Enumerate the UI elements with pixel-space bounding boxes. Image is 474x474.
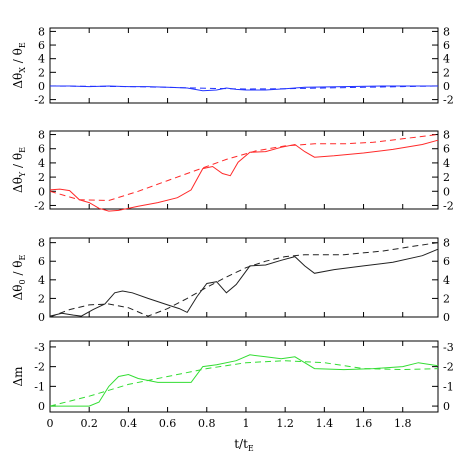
y-axis-label-subscript: X	[18, 67, 27, 73]
series-solid	[49, 139, 439, 212]
y-axis-label: Δθ0 / θE	[11, 254, 27, 300]
plot-frame	[49, 130, 439, 210]
xtick-label: 0.6	[159, 417, 177, 430]
y-axis-label: ΔθY / θE	[11, 147, 27, 193]
y-axis-label-subscript: 0	[18, 279, 27, 284]
ytick-label-right: 2	[443, 171, 450, 184]
y-axis-label-subscript2: E	[18, 42, 27, 48]
ytick-label-left: -1	[34, 380, 45, 393]
ytick-label-right: 6	[443, 143, 450, 156]
ytick-label-left: 2	[38, 66, 45, 79]
panel-4: 0 0 -1 -1 -2 -2 -3 -3 Δm	[11, 340, 454, 413]
series-dashed	[49, 360, 439, 407]
series-dashed	[49, 85, 439, 90]
ytick-label-left: 0	[38, 185, 45, 198]
ytick-label-right: 4	[443, 157, 450, 170]
xtick-label: 0.4	[120, 417, 138, 430]
y-axis-label-main: Δθ	[11, 284, 25, 300]
ytick-label-left: 8	[38, 129, 45, 142]
ytick-label-left: 0	[38, 400, 45, 413]
ytick-label-right: -2	[443, 199, 454, 212]
ytick-label-left: 4	[38, 274, 45, 287]
ytick-label-right: -2	[443, 94, 454, 107]
ytick-label-left: 0	[38, 311, 45, 324]
xtick-label: 0.8	[198, 417, 216, 430]
series-dashed	[49, 242, 439, 318]
ytick-label-right: 0	[443, 80, 450, 93]
series-solid	[50, 85, 438, 92]
xtick-label: 1.8	[394, 417, 412, 430]
y-axis-label-sep: / θ	[11, 153, 25, 172]
ytick-label-right: 8	[443, 129, 450, 142]
xtick-label: 0	[47, 417, 54, 430]
y-axis-label-main: Δθ	[11, 73, 25, 89]
ytick-label-right: -2	[443, 361, 454, 374]
ytick-label-left: 8	[38, 25, 45, 38]
y-axis-label-subscript2: E	[18, 254, 27, 260]
y-axis-label-main: Δθ	[11, 177, 25, 193]
ytick-label-right: 2	[443, 66, 450, 79]
plot-frame	[49, 27, 439, 104]
ytick-label-left: -2	[34, 94, 45, 107]
y-axis-label-sep: / θ	[11, 48, 25, 67]
series-solid	[50, 354, 439, 407]
ytick-label-left: 4	[38, 53, 45, 66]
ytick-label-left: -2	[34, 199, 45, 212]
ytick-label-right: 0	[443, 400, 450, 413]
ytick-label-right: 0	[443, 311, 450, 324]
ytick-label-right: 8	[443, 237, 450, 250]
xtick-label: 1.2	[276, 417, 294, 430]
xtick-label: 1	[242, 417, 249, 430]
ytick-label-right: 8	[443, 25, 450, 38]
xtick-label: 1.6	[355, 417, 373, 430]
y-axis-label-subscript: Y	[18, 171, 27, 178]
ytick-label-right: -1	[443, 380, 454, 393]
series-dashed	[49, 134, 439, 202]
x-axis-label-subscript: E	[248, 444, 254, 453]
y-axis-label: ΔθX / θE	[11, 42, 27, 89]
plot-frame	[49, 340, 439, 413]
ytick-label-left: 2	[38, 292, 45, 305]
xtick-label: 1.4	[316, 417, 334, 430]
plot-frame	[49, 237, 439, 318]
x-axis-label-main: t/t	[234, 437, 248, 451]
ytick-label-left: 4	[38, 157, 45, 170]
y-axis-label-main: Δm	[11, 366, 25, 387]
ytick-label-left: 0	[38, 80, 45, 93]
y-axis-label: Δm	[11, 366, 25, 387]
ytick-label-left: 8	[38, 237, 45, 250]
xtick-label: 0.2	[80, 417, 98, 430]
ytick-label-left: 6	[38, 39, 45, 52]
ytick-label-right: 6	[443, 255, 450, 268]
ytick-label-right: 2	[443, 292, 450, 305]
x-axis-label: t/tE	[234, 437, 254, 453]
ytick-label-right: 4	[443, 274, 450, 287]
ytick-label-left: 6	[38, 143, 45, 156]
ytick-label-right: 0	[443, 185, 450, 198]
series-solid	[49, 248, 439, 317]
y-axis-label-subscript2: E	[18, 147, 27, 153]
ytick-label-left: 2	[38, 171, 45, 184]
ytick-label-right: -3	[443, 341, 454, 354]
ytick-label-left: 6	[38, 255, 45, 268]
ytick-label-right: 6	[443, 39, 450, 52]
y-axis-label-sep: / θ	[11, 260, 25, 279]
ytick-label-left: -2	[34, 361, 45, 374]
ytick-label-left: -3	[34, 341, 45, 354]
ytick-label-right: 4	[443, 53, 450, 66]
